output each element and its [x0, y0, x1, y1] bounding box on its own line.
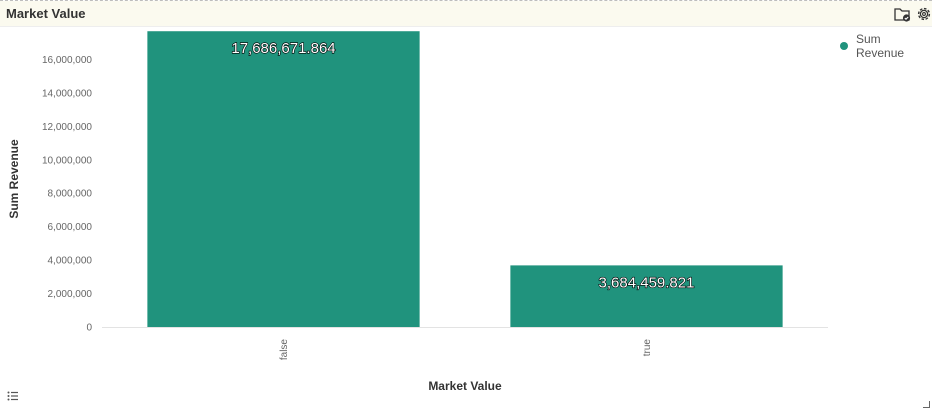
legend-item-sum-revenue[interactable]: Sum Revenue	[840, 32, 932, 60]
folder-check-icon[interactable]	[893, 5, 911, 23]
data-label: 3,684,459.821	[599, 274, 695, 291]
y-axis: 0 2,000,000 4,000,000 6,000,000 8,000,000 10,…	[42, 55, 93, 334]
y-tick-label: 0	[86, 323, 92, 334]
data-labels: 17,686,671.864 3,684,459.821	[231, 40, 695, 292]
y-tick-label: 14,000,000	[42, 88, 92, 99]
bars	[147, 31, 783, 327]
y-axis-title: Sum Revenue	[7, 139, 21, 219]
bar-true	[510, 265, 783, 327]
y-tick-label: 8,000,000	[48, 189, 93, 200]
legend-marker	[840, 42, 848, 50]
widget-title: Market Value	[6, 6, 86, 21]
y-tick-label: 12,000,000	[42, 122, 92, 133]
x-axis-title: Market Value	[428, 379, 502, 393]
y-tick-label: 4,000,000	[48, 256, 93, 267]
y-tick-label: 6,000,000	[48, 222, 93, 233]
gear-icon[interactable]	[915, 5, 932, 23]
data-label: 17,686,671.864	[231, 40, 335, 57]
widget-header: Market Value	[0, 1, 932, 27]
y-tick-label: 10,000,000	[42, 155, 92, 166]
x-tick-label: false	[279, 339, 290, 361]
resize-handle[interactable]	[923, 401, 930, 408]
bar-false	[147, 31, 420, 327]
x-axis: false true	[279, 339, 653, 361]
y-tick-label: 16,000,000	[42, 55, 92, 66]
list-icon[interactable]	[6, 389, 20, 403]
y-tick-label: 2,000,000	[48, 289, 93, 300]
x-tick-label: true	[642, 339, 653, 357]
legend-label: Sum Revenue	[856, 32, 905, 60]
